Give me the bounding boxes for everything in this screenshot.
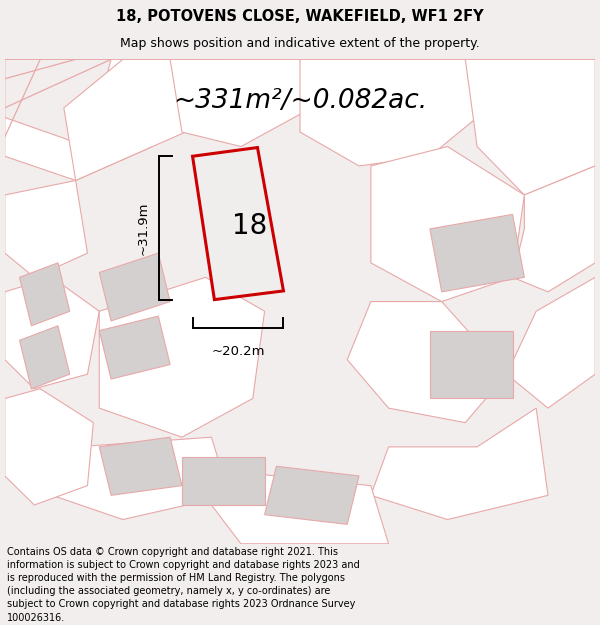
Polygon shape (20, 262, 70, 326)
Polygon shape (182, 456, 265, 505)
Polygon shape (5, 389, 94, 505)
Text: Map shows position and indicative extent of the property.: Map shows position and indicative extent… (120, 37, 480, 49)
Polygon shape (5, 59, 170, 181)
Polygon shape (347, 301, 506, 423)
Polygon shape (371, 146, 524, 301)
Polygon shape (5, 181, 88, 278)
Polygon shape (20, 326, 70, 389)
Polygon shape (512, 166, 595, 292)
Polygon shape (430, 214, 524, 292)
Text: Contains OS data © Crown copyright and database right 2021. This
information is : Contains OS data © Crown copyright and d… (7, 547, 360, 622)
Polygon shape (64, 59, 241, 181)
Polygon shape (99, 316, 170, 379)
Polygon shape (99, 278, 265, 438)
Polygon shape (5, 59, 111, 146)
Polygon shape (265, 466, 359, 524)
Polygon shape (99, 438, 182, 495)
Text: ~31.9m: ~31.9m (136, 201, 149, 255)
Polygon shape (5, 278, 99, 389)
Polygon shape (430, 331, 512, 399)
Polygon shape (211, 471, 389, 544)
Text: ~20.2m: ~20.2m (211, 345, 265, 358)
Polygon shape (371, 408, 548, 519)
Polygon shape (466, 59, 595, 195)
Text: 18: 18 (232, 213, 268, 241)
Polygon shape (300, 59, 489, 166)
Text: 18, POTOVENS CLOSE, WAKEFIELD, WF1 2FY: 18, POTOVENS CLOSE, WAKEFIELD, WF1 2FY (116, 9, 484, 24)
Polygon shape (170, 59, 312, 146)
Polygon shape (99, 253, 170, 321)
Polygon shape (52, 438, 229, 519)
Polygon shape (506, 278, 595, 408)
Text: ~331m²/~0.082ac.: ~331m²/~0.082ac. (173, 88, 427, 114)
Polygon shape (193, 148, 283, 299)
